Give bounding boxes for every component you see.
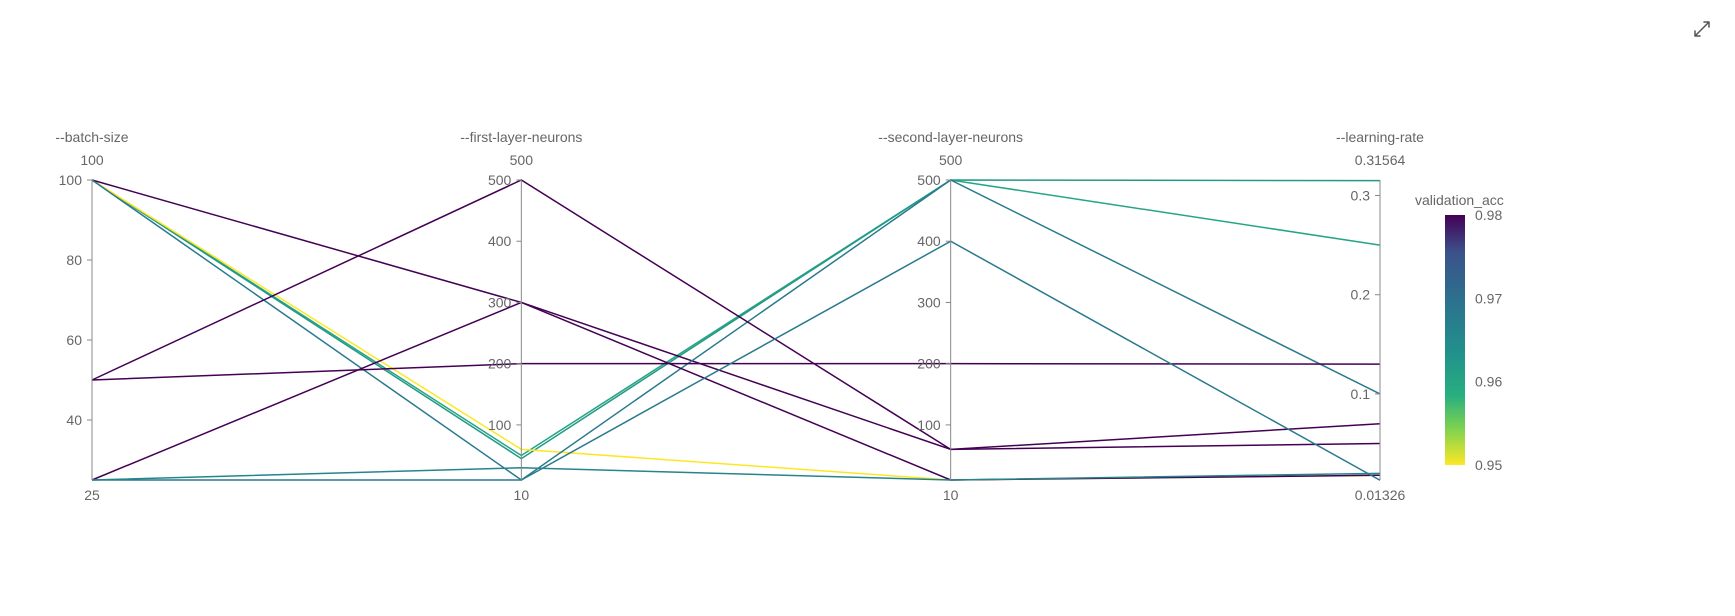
axis-tick-label: 0.3: [1351, 188, 1371, 204]
run-line[interactable]: [92, 241, 1380, 480]
axis-tick-label: 400: [488, 233, 512, 249]
axis-tick-label: 100: [917, 417, 941, 433]
axis-tick-label: 40: [66, 412, 82, 428]
axis-tick-label: 100: [59, 172, 83, 188]
axis-top-label: 100: [80, 152, 104, 168]
colorbar-gradient: [1445, 215, 1465, 465]
axis-tick-label: 500: [488, 172, 512, 188]
axis-bottom-label: 10: [943, 487, 959, 503]
run-line[interactable]: [92, 180, 1380, 456]
axis-batch_size: --batch-size 100 100 80 60 40 25: [55, 129, 128, 503]
axis-top-label: 0.31564: [1355, 152, 1406, 168]
run-line[interactable]: [92, 302, 1380, 480]
axis-first_layer_neurons: --first-layer-neurons 500 500 400 300 200 100 1…: [460, 129, 582, 503]
run-line[interactable]: [92, 180, 1380, 459]
axis-tick-label: 400: [917, 233, 941, 249]
axis-tick-label: 500: [917, 172, 941, 188]
parallel-coordinates-chart: --batch-size 100 100 80 60 40 25 --first-layer-…: [0, 0, 1735, 616]
axis-tick-label: 300: [917, 294, 941, 310]
axis-top-label: 500: [510, 152, 534, 168]
axis-tick-label: 300: [488, 294, 512, 310]
axis-bottom-label: 0.01326: [1355, 487, 1406, 503]
axis-tick-label: 60: [66, 332, 82, 348]
colorbar-tick-label: 0.96: [1475, 374, 1502, 390]
axis-tick-label: 200: [488, 356, 512, 372]
axis-title: --learning-rate: [1336, 129, 1424, 145]
axis-title: --second-layer-neurons: [878, 129, 1023, 145]
colorbar-tick-label: 0.97: [1475, 290, 1502, 306]
axis-top-label: 500: [939, 152, 963, 168]
colorbar: validation_acc0.98 0.97 0.96 0.95: [1415, 192, 1504, 473]
axis-tick-label: 80: [66, 252, 82, 268]
axis-tick-label: 0.2: [1351, 287, 1371, 303]
colorbar-title: validation_acc: [1415, 192, 1504, 208]
axis-tick-label: 0.1: [1351, 386, 1371, 402]
colorbar-tick-label: 0.95: [1475, 457, 1502, 473]
axis-tick-label: 100: [488, 417, 512, 433]
axis-bottom-label: 10: [514, 487, 530, 503]
axis-tick-label: 200: [917, 356, 941, 372]
colorbar-tick-label: 0.98: [1475, 207, 1502, 223]
axis-learning_rate: --learning-rate 0.31564 0.3 0.2 0.1 0.01326: [1336, 129, 1424, 503]
axis-title: --first-layer-neurons: [460, 129, 582, 145]
run-lines: [92, 180, 1380, 480]
axis-title: --batch-size: [55, 129, 128, 145]
axis-bottom-label: 25: [84, 487, 100, 503]
